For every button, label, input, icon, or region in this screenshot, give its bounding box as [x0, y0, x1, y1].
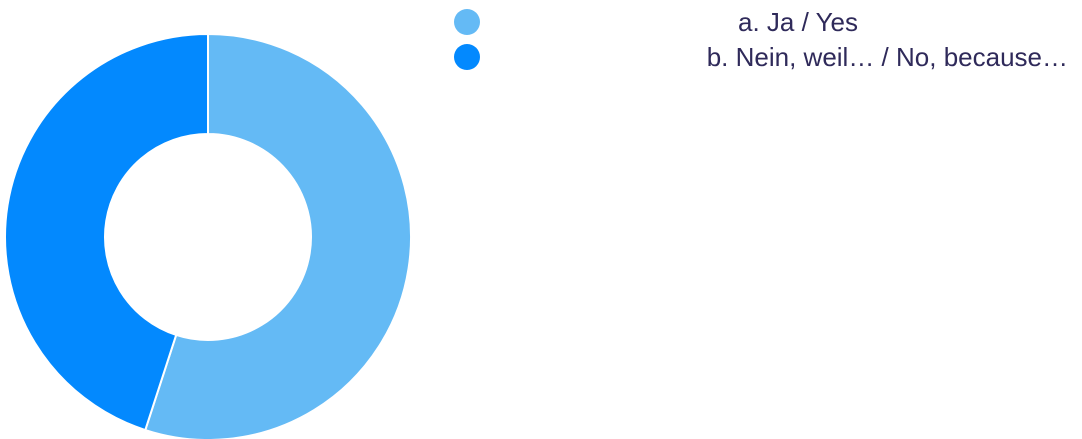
donut-chart-plot — [4, 32, 412, 439]
legend-swatch-yes — [454, 9, 480, 35]
legend-item-yes[interactable]: a. Ja / Yes — [448, 4, 1078, 39]
donut-slice-no[interactable] — [4, 32, 209, 432]
legend-label-yes: a. Ja / Yes — [738, 7, 858, 37]
donut-slice-yes[interactable] — [144, 32, 412, 439]
chart-legend: a. Ja / Yes b. Nein, weil… / No, because… — [448, 4, 1078, 74]
legend-swatch-no — [454, 44, 480, 70]
legend-item-no[interactable]: b. Nein, weil… / No, because… — [448, 39, 1078, 74]
legend-label-no: b. Nein, weil… / No, because… — [706, 42, 1068, 72]
